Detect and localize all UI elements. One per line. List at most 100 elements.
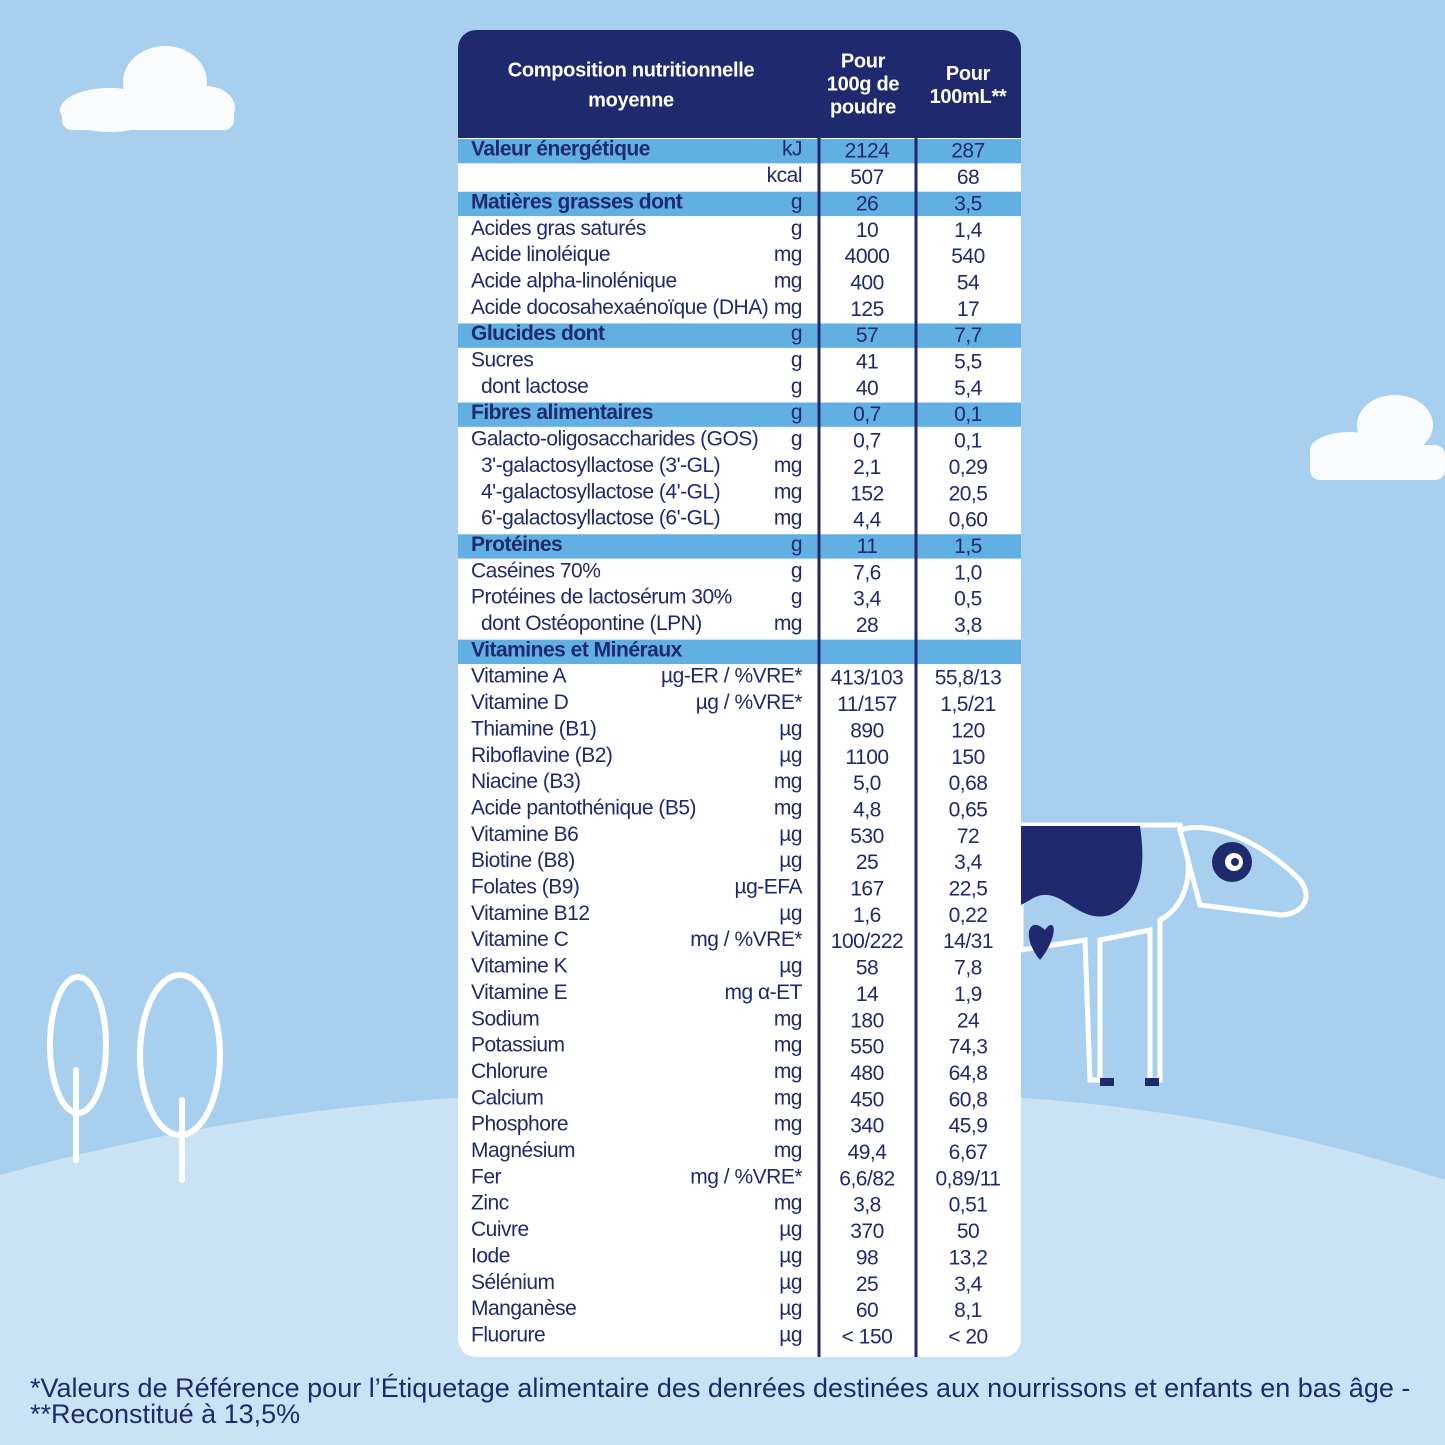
- value-powder: 4,8: [853, 798, 881, 821]
- value-powder: 40: [856, 377, 878, 400]
- header-text: 100mL**: [930, 86, 1007, 108]
- value-powder: 1,6: [853, 904, 881, 927]
- value-powder: 507: [850, 166, 884, 189]
- value-powder: 1100: [845, 746, 888, 769]
- row-label: Acide linoléique: [471, 243, 610, 266]
- value-100ml: 3,4: [954, 1273, 983, 1296]
- row-label: Acides gras saturés: [471, 217, 646, 240]
- value-powder: 28: [856, 614, 878, 637]
- row-unit: mg / %VRE*: [690, 928, 802, 951]
- row-unit: µg: [779, 823, 802, 846]
- row-label: Chlorure: [471, 1060, 548, 1083]
- value-100ml: 17: [957, 298, 979, 321]
- row-label: Fluorure: [471, 1323, 545, 1346]
- row-label: Acide docosahexaénoïque (DHA): [471, 296, 768, 319]
- value-powder: 450: [850, 1088, 884, 1111]
- value-100ml: 1,0: [954, 561, 982, 584]
- value-powder: 6,6/82: [839, 1167, 894, 1190]
- row-label: Valeur énergétique: [471, 138, 650, 161]
- row-label: Vitamine K: [471, 955, 568, 978]
- value-powder: 14: [856, 983, 879, 1006]
- header-text: Composition nutritionnelle: [508, 59, 755, 81]
- row-label: Magnésium: [471, 1139, 575, 1162]
- value-powder: 413/103: [831, 667, 903, 690]
- value-powder: 480: [850, 1062, 884, 1085]
- value-powder: 152: [850, 482, 884, 505]
- cloud-left: [60, 46, 235, 132]
- row-unit: g: [791, 533, 802, 556]
- value-powder: 11: [857, 535, 878, 558]
- value-100ml: 24: [957, 1009, 980, 1032]
- row-highlight: [458, 139, 1021, 164]
- row-label: Iode: [471, 1244, 510, 1267]
- row-label: dont Ostéopontine (LPN): [481, 612, 702, 635]
- value-powder: 4,4: [853, 509, 882, 532]
- value-powder: 60: [856, 1299, 878, 1322]
- row-label: Potassium: [471, 1034, 565, 1057]
- value-powder: 41: [856, 351, 878, 374]
- row-unit: mg: [774, 1086, 802, 1109]
- value-100ml: 5,4: [954, 377, 983, 400]
- header-text: poudre: [830, 96, 896, 118]
- row-unit: g: [791, 190, 802, 213]
- value-powder: 370: [850, 1220, 884, 1243]
- row-unit: g: [791, 217, 802, 240]
- value-100ml: 7,8: [954, 957, 982, 980]
- row-unit: mg / %VRE*: [690, 1165, 802, 1188]
- cloud-right: [1310, 395, 1445, 480]
- row-unit: mg: [774, 480, 802, 503]
- row-unit: mg: [774, 1034, 802, 1057]
- value-100ml: 50: [957, 1220, 979, 1243]
- value-powder: 3,8: [853, 1194, 881, 1217]
- row-unit: mg: [774, 1007, 802, 1030]
- value-powder: 25: [856, 1273, 878, 1296]
- row-label: Caséines 70%: [471, 559, 600, 582]
- value-100ml: 54: [957, 271, 980, 294]
- row-label: Glucides dont: [471, 322, 605, 345]
- value-100ml: 150: [951, 746, 985, 769]
- row-unit: µg: [779, 1218, 802, 1241]
- value-powder: 2124: [845, 140, 891, 163]
- value-100ml: 7,7: [954, 324, 982, 347]
- value-powder: 125: [850, 298, 884, 321]
- row-label: Vitamines et Minéraux: [471, 638, 683, 661]
- row-unit: mg: [774, 1139, 802, 1162]
- value-100ml: 8,1: [954, 1299, 982, 1322]
- row-label: Cuivre: [471, 1218, 529, 1241]
- row-unit: g: [791, 559, 802, 582]
- value-100ml: 60,8: [949, 1088, 988, 1111]
- value-powder: 4000: [845, 245, 890, 268]
- row-label: 3'-galactosyllactose (3'-GL): [481, 454, 720, 477]
- value-100ml: 3,8: [954, 614, 982, 637]
- value-100ml: 0,29: [949, 456, 988, 479]
- value-100ml: 0,65: [949, 798, 988, 821]
- row-label: Acide alpha-linolénique: [471, 269, 677, 292]
- row-unit: µg: [779, 1297, 802, 1320]
- value-powder: 26: [856, 192, 878, 215]
- row-unit: mg: [774, 1113, 802, 1136]
- row-unit: µg: [779, 1271, 802, 1294]
- row-unit: mg: [774, 454, 802, 477]
- row-unit: g: [791, 349, 802, 372]
- table-bg: [458, 30, 1021, 1357]
- value-powder: 7,6: [853, 561, 881, 584]
- value-powder: 10: [856, 219, 878, 242]
- rows: Valeur énergétique kJ 2124 287 kcal 507 68 Mati…: [458, 138, 1021, 1348]
- row-label: Riboflavine (B2): [471, 744, 612, 767]
- cow: [1018, 822, 1309, 1086]
- value-powder: 400: [850, 271, 884, 294]
- footnote: **Reconstitué à 13,5%: [30, 1399, 300, 1429]
- value-powder: 530: [850, 825, 884, 848]
- row-label: Galacto-oligosaccharides (GOS): [471, 428, 758, 451]
- value-100ml: 64,8: [949, 1062, 988, 1085]
- row-label: Niacine (B3): [471, 770, 581, 793]
- header-text: 100g de: [827, 73, 900, 95]
- row-unit: µg: [779, 902, 802, 925]
- row-label: Vitamine A: [471, 665, 566, 688]
- row-unit: mg α-ET: [725, 981, 803, 1004]
- value-powder: 2,1: [853, 456, 881, 479]
- row-unit: mg: [774, 612, 802, 635]
- value-powder: 57: [856, 324, 878, 347]
- value-100ml: 1,5: [954, 535, 982, 558]
